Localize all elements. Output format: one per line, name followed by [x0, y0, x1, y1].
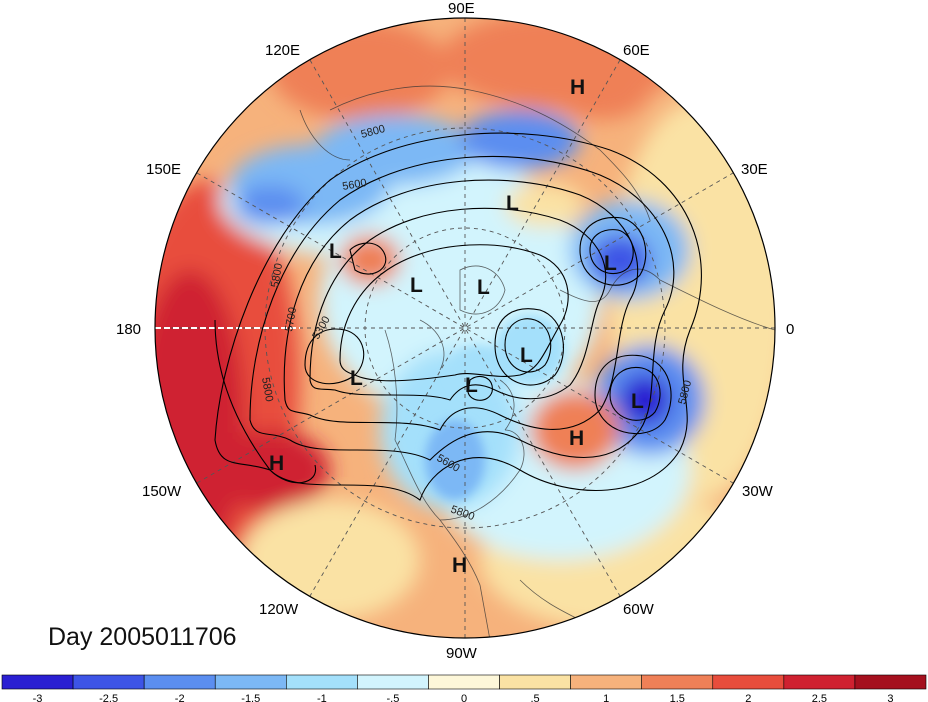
low-pressure-label: L [604, 252, 617, 275]
contour-label: 5800 [259, 376, 275, 402]
pressure-centers: H H H H L L L L L L L L L [269, 76, 644, 577]
low-pressure-label: L [465, 374, 478, 397]
colorbar-swatch [214, 674, 287, 690]
colorbar-swatch [72, 674, 145, 690]
longitude-labels: 90E 60E 30E 0 30W 60W 90W 120W 150W 180 … [116, 0, 794, 662]
longitude-label-90e: 90E [448, 0, 475, 17]
low-pressure-label: L [631, 390, 644, 413]
longitude-label-180: 180 [116, 321, 141, 338]
colorbar-tick-label: 0 [461, 693, 467, 702]
colorbar-tick-label: 1 [603, 693, 609, 702]
colorbar-tick-label: -2 [175, 693, 185, 702]
colorbar-swatch [428, 674, 500, 690]
colorbar-swatch [783, 674, 856, 690]
longitude-label-60e: 60E [623, 42, 650, 59]
colorbar-tick-label: -.5 [387, 693, 400, 702]
anomaly-map-disk [155, 18, 775, 638]
longitude-label-30w: 30W [742, 483, 774, 500]
longitude-label-60w: 60W [623, 601, 655, 618]
map-boundary [154, 17, 776, 639]
high-pressure-label: H [569, 427, 584, 450]
low-pressure-label: L [410, 274, 423, 297]
colorbar-tick-label: 3 [887, 693, 893, 702]
colorbar-tick-label: .5 [530, 693, 539, 702]
contour-label: 5600 [341, 177, 367, 193]
colorbar-tick-label: 2.5 [812, 693, 827, 702]
colorbar-swatch [854, 674, 927, 690]
longitude-label-0: 0 [786, 321, 794, 338]
colorbar-tick-label: -1.5 [241, 693, 260, 702]
longitude-label-150e: 150E [146, 161, 181, 178]
colorbar-tick-label: -2.5 [99, 693, 118, 702]
colorbar-swatch [641, 674, 714, 690]
map-title: Day 2005011706 [48, 623, 237, 651]
low-pressure-label: L [477, 276, 490, 299]
low-pressure-label: L [329, 240, 342, 263]
contour-label: 5800 [269, 262, 285, 288]
colorbar-tick-label: 1.5 [670, 693, 685, 702]
colorbar-tick-label: -3 [33, 693, 43, 702]
colorbar-swatch [570, 674, 642, 690]
colorbar-swatch [286, 674, 358, 690]
longitude-label-90w: 90W [446, 645, 478, 662]
high-pressure-label: H [269, 452, 284, 475]
colorbar: -3 -2.5 -2 -1.5 -1 -.5 0 .5 1 1.5 2 2.5 3 [1, 674, 927, 702]
colorbar-tick-label: -1 [317, 693, 327, 702]
colorbar-tick-label: 2 [745, 693, 751, 702]
longitude-label-120w: 120W [259, 601, 299, 618]
low-pressure-label: L [350, 367, 363, 390]
longitude-label-30e: 30E [741, 161, 768, 178]
high-pressure-label: H [452, 554, 467, 577]
contour-label: 5700 [283, 306, 299, 332]
high-pressure-label: H [570, 76, 585, 99]
colorbar-swatch [357, 674, 429, 690]
longitude-label-120e: 120E [265, 42, 300, 59]
colorbar-swatch [712, 674, 785, 690]
longitude-label-150w: 150W [142, 483, 182, 500]
colorbar-swatch [1, 674, 74, 690]
colorbar-swatch [499, 674, 571, 690]
colorbar-swatch [143, 674, 216, 690]
low-pressure-label: L [506, 192, 519, 215]
low-pressure-label: L [520, 344, 533, 367]
